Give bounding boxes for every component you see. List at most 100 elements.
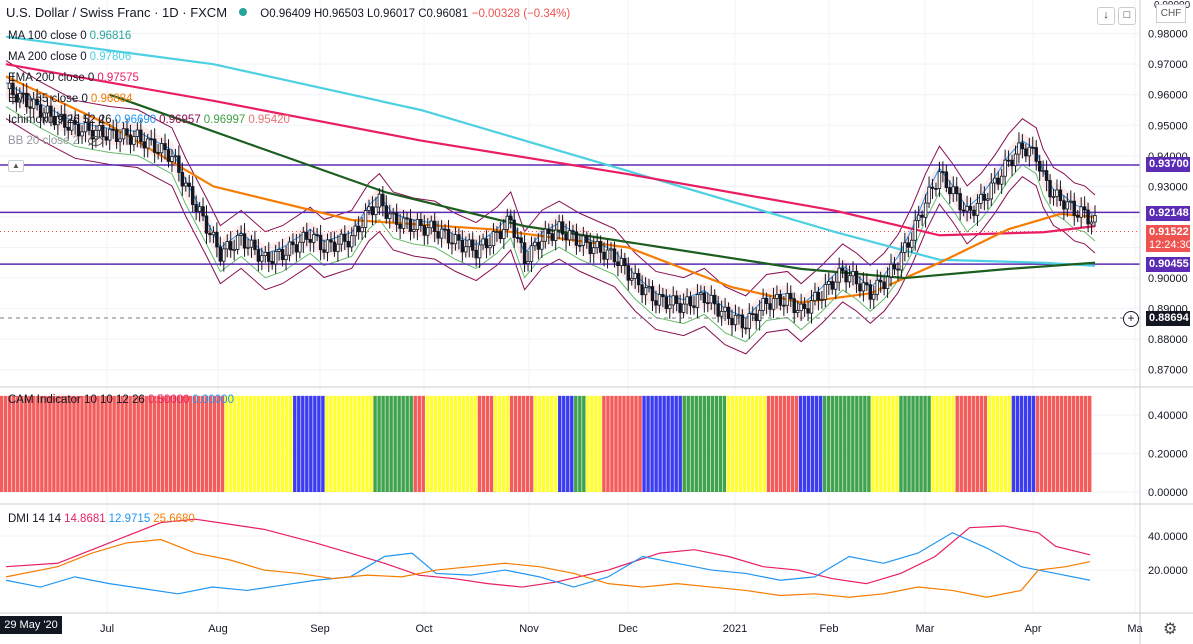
candle-body: [422, 225, 427, 236]
cam-bar: [979, 395, 984, 492]
cam-bar: [32, 395, 36, 492]
cam-bar: [1083, 395, 1088, 492]
candle-body: [830, 281, 834, 290]
add-alert-icon[interactable]: +: [1123, 311, 1139, 327]
legend-ichimoku[interactable]: Ichimoku 9 26 52 26 0.96690 0.96957 0.96997…: [8, 114, 290, 126]
price-tick-label: 0.88000: [1148, 334, 1188, 346]
ohlc-values: O0.96409 H0.96503 L0.96017 C0.96081: [260, 8, 469, 20]
candle-body: [692, 305, 696, 308]
cam-bar: [951, 395, 955, 492]
cam-bar: [112, 395, 116, 492]
candle-body: [101, 125, 105, 138]
cam-bar: [60, 395, 64, 492]
cam-bar: [48, 395, 52, 492]
candle-body: [806, 308, 810, 314]
cam-bar: [489, 395, 494, 492]
candle-body: [471, 239, 475, 251]
cam-bar: [1071, 395, 1076, 492]
cam-bar: [345, 395, 349, 492]
legend-ma200[interactable]: MA 200 close 0 0.97806: [8, 51, 131, 63]
candle-body: [986, 198, 990, 201]
candle-body: [484, 238, 489, 249]
candle-body: [695, 294, 700, 308]
legend-ema55[interactable]: EMA 55 close 0 0.96884: [8, 93, 132, 105]
legend-ma100[interactable]: MA 100 close 0 0.96816: [8, 30, 131, 42]
cam-bar: [164, 395, 169, 492]
candle-body: [526, 261, 530, 264]
candle-body: [875, 279, 879, 295]
cam-bar: [614, 395, 618, 492]
cam-bar: [967, 395, 971, 492]
candle-body: [757, 310, 762, 322]
fullscreen-icon[interactable]: □: [1118, 7, 1136, 25]
candle-body: [726, 306, 731, 319]
cam-bar: [301, 395, 305, 492]
candle-body: [934, 188, 938, 190]
legend-bb[interactable]: BB 20 close 2: [8, 135, 104, 147]
candle-body: [993, 177, 997, 184]
candle-body: [242, 233, 247, 249]
candle-body: [201, 206, 205, 217]
cam-bar: [943, 395, 947, 492]
price-tag-090455: 0.90455: [1146, 257, 1190, 272]
cam-bar: [963, 395, 967, 492]
legend-ma200-value: 0.97806: [89, 51, 132, 63]
candle-body: [190, 186, 195, 205]
candle-body: [519, 237, 523, 244]
cam-bar: [927, 395, 931, 492]
legend-ichimoku-value-2: 0.96957: [159, 114, 201, 126]
candle-body: [847, 275, 852, 283]
cam-bar: [248, 395, 253, 492]
candlesticks[interactable]: [7, 72, 1097, 340]
currency-label[interactable]: CHF: [1156, 4, 1186, 23]
cam-bar: [353, 395, 357, 492]
cam-bar: [289, 395, 293, 492]
candle-body: [308, 239, 312, 243]
cam-bar: [867, 395, 871, 492]
legend-ema200[interactable]: EMA 200 close 0 0.97575: [8, 72, 139, 84]
candle-body: [626, 265, 630, 281]
cam-bar: [485, 395, 490, 492]
cam-bar: [96, 395, 100, 492]
candle-body: [329, 239, 333, 243]
candle-body: [1027, 146, 1032, 157]
cam-bar: [1051, 395, 1056, 492]
cam-bar: [441, 395, 446, 492]
legend-dmi[interactable]: DMI 14 14 14.8681 12.9715 25.6680: [8, 513, 195, 525]
gear-icon[interactable]: ⚙: [1163, 621, 1178, 638]
candle-body: [398, 224, 402, 229]
candle-body: [132, 136, 136, 145]
candle-body: [633, 273, 637, 279]
candle-body: [958, 193, 962, 211]
dmi-tick-label: 20.0000: [1148, 565, 1188, 577]
cam-bar: [537, 395, 542, 492]
collapse-legend-icon[interactable]: ▲: [8, 160, 24, 172]
download-icon[interactable]: ↓: [1097, 7, 1115, 25]
cam-bar: [68, 395, 72, 492]
candle-body: [775, 294, 779, 299]
legend-cam-value-1: 0.50000: [147, 394, 190, 406]
candle-body: [685, 296, 689, 305]
candle-body: [477, 244, 482, 259]
cam-tick-label: 0.20000: [1148, 449, 1188, 461]
candle-body: [602, 251, 606, 260]
candle-body: [972, 209, 976, 216]
symbol-title[interactable]: U.S. Dollar / Swiss Franc · 1D · FXCM: [6, 5, 228, 20]
cam-bar: [798, 395, 803, 492]
cam-bar: [1067, 395, 1072, 492]
candle-body: [194, 204, 198, 212]
candle-body: [681, 303, 686, 313]
candle-body: [363, 210, 368, 228]
candle-body: [408, 218, 413, 232]
legend-cam[interactable]: CAM Indicator 10 10 12 26 0.50000 0.00000: [8, 394, 234, 406]
cam-bar: [405, 395, 409, 492]
candle-body: [350, 235, 354, 248]
eye-hidden-icon[interactable]: [88, 135, 104, 146]
cam-bar: [1031, 395, 1036, 492]
candle-body: [706, 302, 710, 305]
candle-body: [789, 292, 793, 300]
candle-body: [426, 227, 430, 236]
cam-bar: [855, 395, 859, 492]
candle-body: [315, 234, 319, 237]
